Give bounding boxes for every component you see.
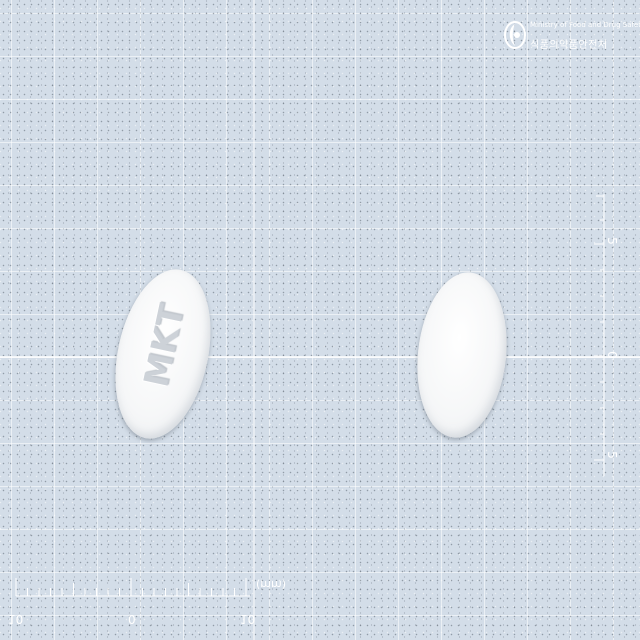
logo-english-text: Ministry of Food and Drug Safety	[530, 21, 640, 29]
ruler-label-center: 0	[128, 612, 136, 626]
ruler-unit-label: (mm)	[256, 578, 287, 591]
mfds-emblem-icon	[504, 21, 526, 49]
side-ruler-label-center: 0	[604, 351, 619, 359]
pill-imprint: MKT	[136, 300, 194, 391]
side-ruler-label-bottom: 5	[604, 451, 619, 459]
center-vertical-gridline	[253, 0, 255, 640]
ruler-label-right: 10	[240, 612, 256, 626]
ruler-ticks	[15, 578, 250, 597]
logo-korean-text: 식품의약품안전처	[530, 40, 608, 51]
center-horizontal-gridline	[0, 356, 640, 358]
ruler-label-left: 10	[8, 612, 24, 626]
mfds-logo: Ministry of Food and Drug Safety 식품의약품안전…	[504, 18, 640, 58]
side-mm-ruler: 5 0 5	[592, 190, 632, 480]
side-ruler-label-top: 5	[604, 237, 619, 245]
side-ruler-ticks	[594, 194, 605, 476]
bottom-mm-ruler: 10 0 10 (mm)	[8, 574, 286, 634]
